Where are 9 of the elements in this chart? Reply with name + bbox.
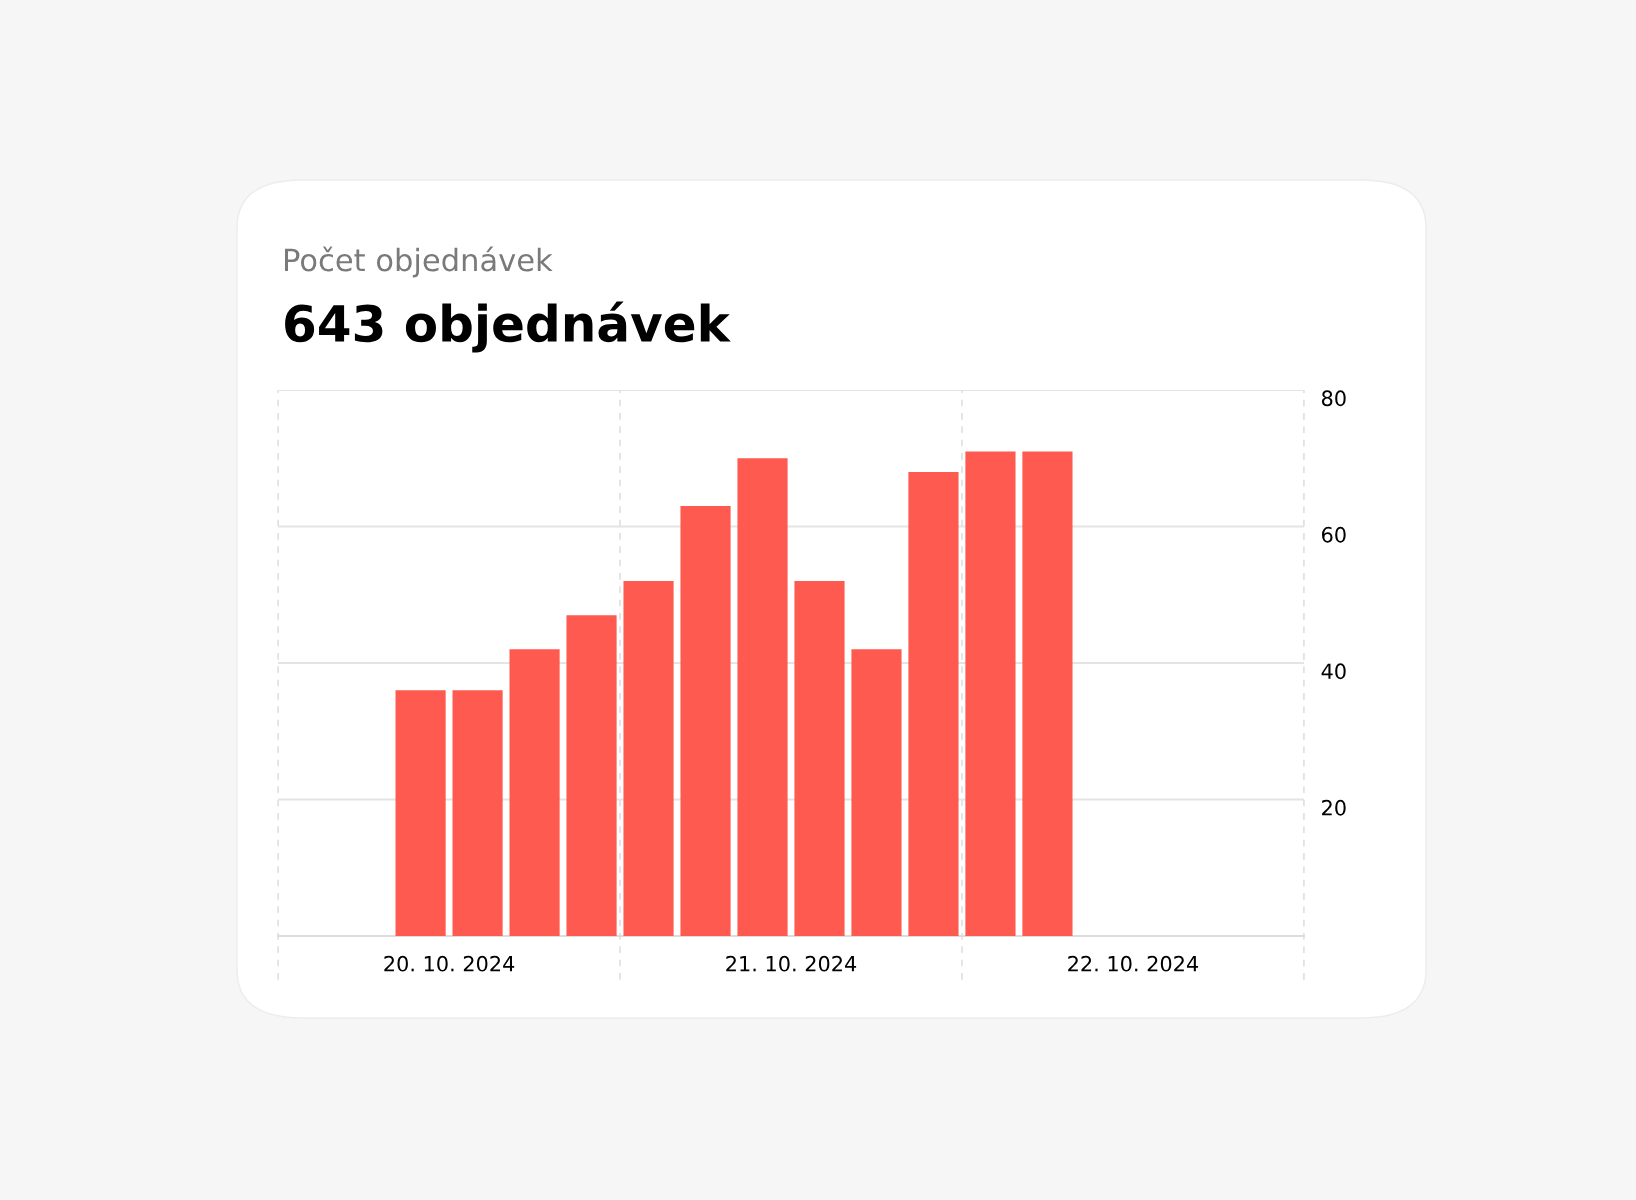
- y-tick-label: 40: [1321, 663, 1346, 680]
- y-tick-label: 20: [1322, 799, 1346, 816]
- chart-subtitle: 643 objednávek: [285, 301, 731, 353]
- y-tick-label: 80: [1321, 390, 1346, 407]
- x-tick-label: 21. 10. 2024: [726, 955, 857, 972]
- x-tick-label: 22. 10. 2024: [1068, 955, 1199, 972]
- chart-title: Počet objednávek: [285, 246, 553, 278]
- x-tick-label: 20. 10. 2024: [384, 955, 515, 972]
- y-tick-label: 60: [1322, 526, 1346, 543]
